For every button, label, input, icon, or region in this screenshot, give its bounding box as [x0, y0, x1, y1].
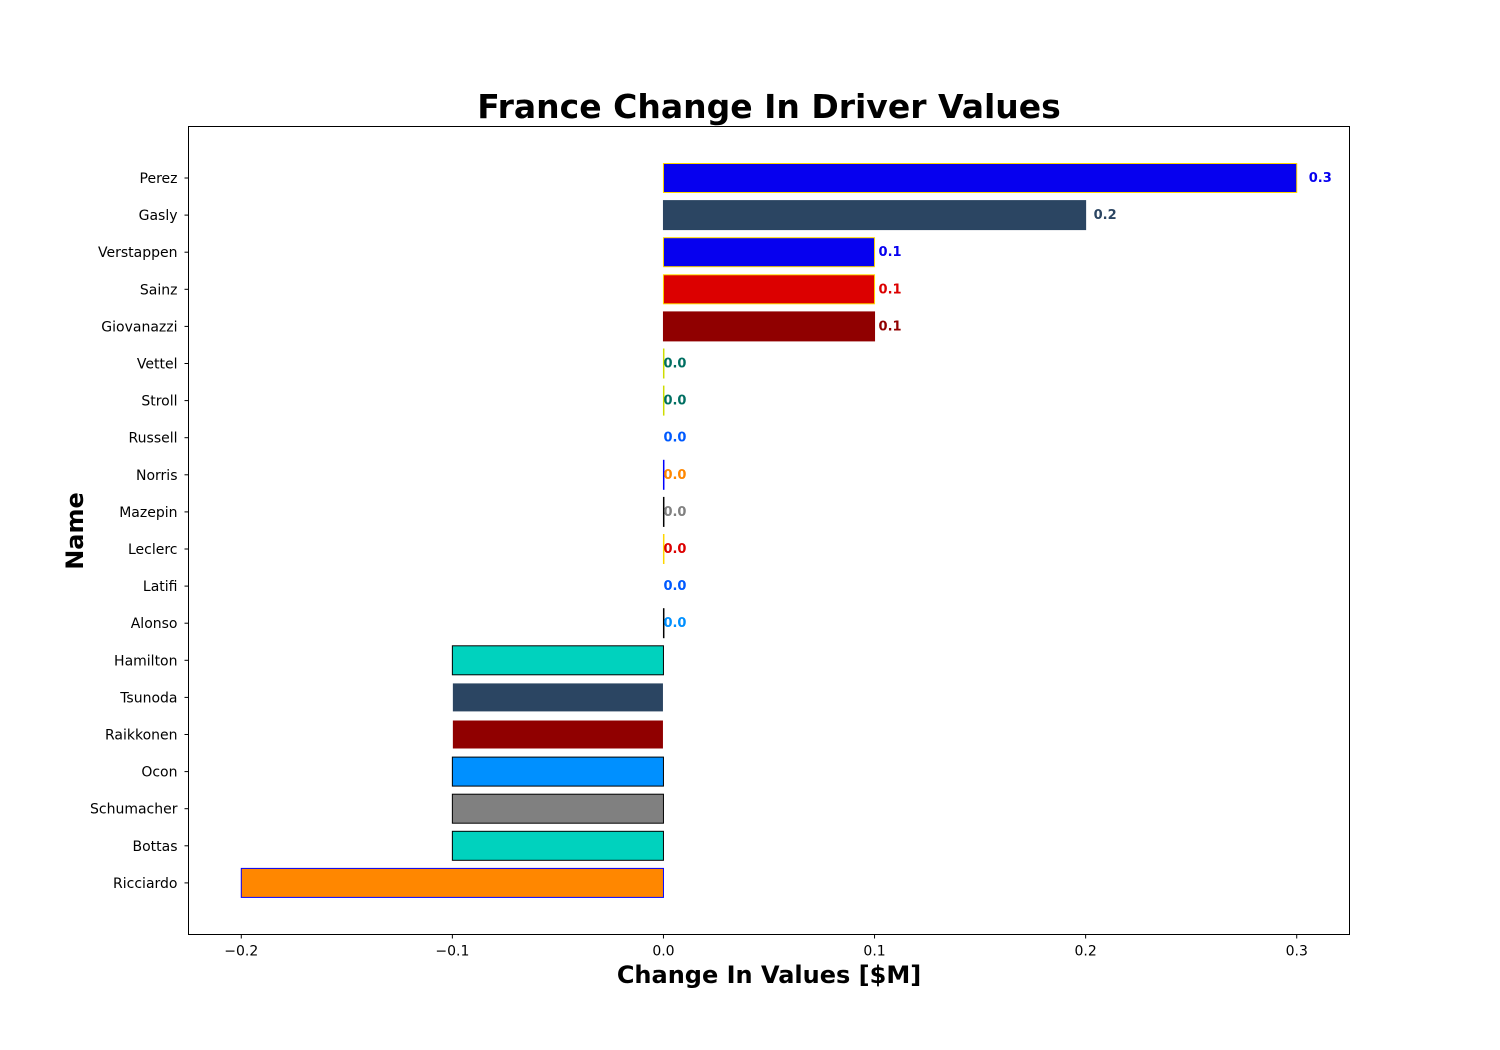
bar-hamilton — [451, 645, 664, 676]
x-tick-label: 0.3 — [1286, 944, 1308, 960]
bar-tsunoda — [451, 682, 664, 713]
y-tick-label: Verstappen — [98, 245, 177, 261]
data-label-perez: 0.3 — [1309, 171, 1332, 186]
bar-russell — [662, 422, 665, 453]
y-tick-label: Alonso — [131, 616, 178, 632]
bar-ricciardo — [240, 867, 664, 898]
data-label-latifi: 0.0 — [663, 579, 686, 594]
x-tick-label: −0.2 — [224, 944, 258, 960]
y-tick-label: Latifi — [143, 579, 178, 595]
data-label-vettel: 0.0 — [663, 357, 686, 372]
bar-leclerc — [662, 534, 665, 564]
data-labels: 0.3 0.2 0.1 0.1 0.1 0.0 0.0 0.0 0.0 0.0 0.0 0.0 0.0 — [663, 171, 1331, 631]
bar-schumacher — [451, 793, 664, 824]
plot-frame — [188, 126, 1350, 935]
y-tick-label: Ricciardo — [113, 876, 177, 892]
bar-mazepin — [662, 496, 665, 527]
y-tick-label: Schumacher — [90, 802, 178, 818]
bar-verstappen — [662, 237, 876, 268]
y-tick-label: Russell — [129, 431, 178, 447]
y-tick-label: Leclerc — [128, 542, 178, 558]
data-label-gasly: 0.2 — [1094, 208, 1117, 223]
bar-gasly — [662, 200, 1087, 231]
y-tick-label: Tsunoda — [119, 690, 177, 706]
y-tick-label: Ocon — [141, 765, 177, 781]
y-tick-label: Vettel — [137, 357, 178, 373]
data-label-alonso: 0.0 — [663, 616, 686, 631]
bar-stroll — [662, 385, 665, 416]
data-label-giovanazzi: 0.1 — [879, 319, 902, 334]
x-tick-label: 0.2 — [1075, 944, 1097, 960]
y-tick-label: Stroll — [141, 394, 177, 410]
x-tick-label: 0.1 — [863, 944, 885, 960]
y-tick-label: Giovanazzi — [101, 319, 177, 335]
x-tick-label: 0.0 — [652, 944, 674, 960]
bar-bottas — [451, 830, 664, 861]
y-tick-label: Mazepin — [119, 505, 177, 521]
y-tick-label: Norris — [136, 468, 178, 484]
y-tick-label: Hamilton — [114, 653, 177, 669]
bar-alonso — [662, 608, 665, 639]
data-label-leclerc: 0.0 — [663, 542, 686, 557]
y-tick-label: Bottas — [132, 839, 177, 855]
bar-sainz — [662, 274, 876, 305]
x-axis-label: Change In Values [$M] — [617, 961, 921, 989]
y-axis-label: Name — [61, 492, 89, 570]
chart-title: France Change In Driver Values — [477, 87, 1061, 126]
y-tick-label: Perez — [140, 171, 178, 187]
data-label-stroll: 0.0 — [663, 394, 686, 409]
bar-vettel — [662, 348, 665, 379]
x-ticks: −0.2 −0.1 0.0 0.1 0.2 0.3 — [224, 934, 1308, 960]
y-tick-labels: Perez Gasly Verstappen Sainz Giovanazzi Vette… — [90, 171, 189, 892]
data-label-norris: 0.0 — [663, 468, 686, 483]
bar-raikkonen — [451, 719, 664, 750]
bar-giovanazzi — [662, 311, 876, 342]
bar-perez — [662, 163, 1298, 193]
bar-latifi — [662, 571, 665, 602]
y-tick-label: Gasly — [139, 208, 178, 224]
bars-group — [240, 163, 1298, 898]
data-label-russell: 0.0 — [663, 431, 686, 446]
y-tick-label: Sainz — [140, 282, 178, 298]
data-label-mazepin: 0.0 — [663, 505, 686, 520]
x-tick-label: −0.1 — [435, 944, 469, 960]
bar-ocon — [451, 756, 664, 787]
data-label-verstappen: 0.1 — [879, 245, 902, 260]
bar-norris — [662, 459, 665, 490]
y-tick-label: Raikkonen — [105, 728, 178, 744]
data-label-sainz: 0.1 — [879, 282, 902, 297]
